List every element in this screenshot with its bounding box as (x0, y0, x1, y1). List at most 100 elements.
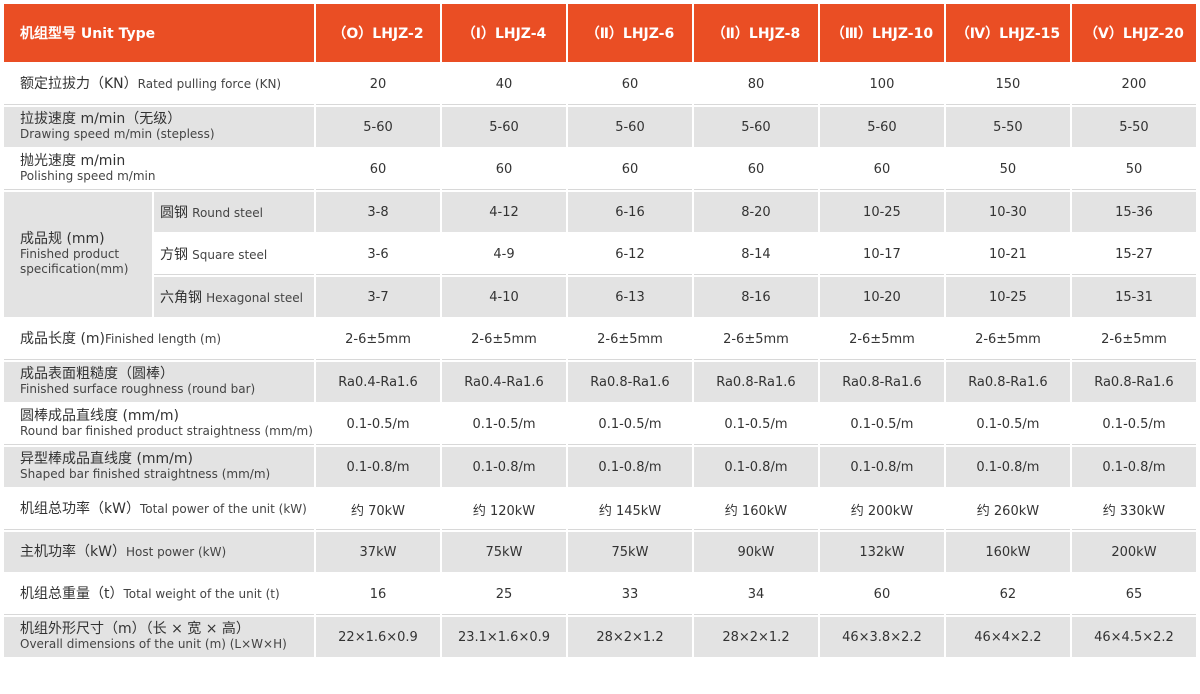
label-zh: 成品表面粗糙度（圆棒） (20, 366, 174, 382)
row-dimensions: 机组外形尺寸（m）（长 × 宽 × 高） Overall dimensions o… (4, 617, 1196, 657)
label-zh: 方钢 (160, 247, 188, 263)
label-en: Overall dimensions of the unit (m) (L×W×… (20, 637, 287, 651)
value-cell: 46×4.5×2.2 (1071, 617, 1196, 657)
row-drawing-speed: 拉拔速度 m/min（无级） Drawing speed m/min (stepl… (4, 107, 1196, 147)
value-cell: 约 200kW (819, 489, 944, 530)
row-label: 成品长度 (m)Finished length (m) (4, 319, 315, 360)
value-cell: 约 70kW (316, 489, 440, 530)
value-cell: 65 (1071, 574, 1196, 615)
row-label: 额定拉拔力（KN）Rated pulling force (KN) (4, 64, 315, 105)
value-cell: 5-60 (316, 107, 440, 147)
row-label: 拉拔速度 m/min（无级） Drawing speed m/min (stepl… (4, 107, 315, 147)
value-cell: 0.1-0.5/m (1071, 404, 1196, 445)
label-zh: 异型棒成品直线度 (mm/m) (20, 451, 194, 467)
value-cell: 200 (1071, 64, 1196, 105)
header-model: （Ⅲ）LHJZ-10 (819, 4, 944, 62)
value-cell: 10-17 (819, 234, 944, 275)
value-cell: 15-36 (1071, 192, 1196, 232)
value-cell: 46×4×2.2 (945, 617, 1070, 657)
value-cell: 2-6±5mm (819, 319, 944, 360)
label-en: Host power (kW) (125, 544, 227, 559)
value-cell: 37kW (316, 532, 440, 572)
value-cell: 0.1-0.5/m (442, 404, 566, 445)
label-zh: 主机功率（kW） (20, 543, 126, 560)
row-round-straightness: 圆棒成品直线度 (mm/m) Round bar finished product… (4, 404, 1196, 445)
value-cell: 200kW (1071, 532, 1196, 572)
label-en: Finished surface roughness (round bar) (20, 382, 256, 396)
label-zh: 圆钢 (160, 205, 188, 221)
value-cell: Ra0.8-Ra1.6 (819, 362, 944, 402)
value-cell: 33 (567, 574, 692, 615)
header-unit-type: 机组型号 Unit Type (4, 4, 315, 62)
header-model: （Ⅱ）LHJZ-8 (693, 4, 818, 62)
label-en: Rated pulling force (KN) (137, 76, 282, 91)
value-cell: 约 330kW (1071, 489, 1196, 530)
label-en: Shaped bar finished straightness (mm/m) (20, 467, 271, 481)
row-label: 机组总功率（kW）Total power of the unit (kW) (4, 489, 315, 530)
value-cell: 0.1-0.5/m (945, 404, 1070, 445)
sub-label-round: 圆钢 Round steel (154, 192, 315, 232)
value-cell: 60 (819, 574, 944, 615)
row-length: 成品长度 (m)Finished length (m) 2-6±5mm 2-6±5… (4, 319, 1196, 360)
value-cell: 150 (945, 64, 1070, 105)
value-cell: 2-6±5mm (1071, 319, 1196, 360)
value-cell: 60 (693, 149, 818, 190)
value-cell: 60 (442, 149, 566, 190)
label-zh: 机组外形尺寸（m）（长 × 宽 × 高） (20, 621, 250, 637)
row-roughness: 成品表面粗糙度（圆棒） Finished surface roughness (r… (4, 362, 1196, 402)
value-cell: 4-12 (442, 192, 566, 232)
value-cell: 15-27 (1071, 234, 1196, 275)
label-en: Finished length (m) (105, 331, 222, 346)
value-cell: 5-60 (693, 107, 818, 147)
value-cell: Ra0.4-Ra1.6 (316, 362, 440, 402)
value-cell: 60 (316, 149, 440, 190)
value-cell: 40 (442, 64, 566, 105)
value-cell: 5-50 (945, 107, 1070, 147)
sub-label-hex: 六角钢 Hexagonal steel (154, 277, 315, 317)
label-zh: 机组总功率（kW） (20, 500, 140, 517)
value-cell: 约 120kW (442, 489, 566, 530)
row-label: 异型棒成品直线度 (mm/m) Shaped bar finished strai… (4, 447, 315, 487)
value-cell: 0.1-0.5/m (316, 404, 440, 445)
value-cell: 5-50 (1071, 107, 1196, 147)
label-en: Drawing speed m/min (stepless) (20, 127, 215, 141)
label-en: Round steel (192, 206, 263, 220)
value-cell: 62 (945, 574, 1070, 615)
row-label: 抛光速度 m/min Polishing speed m/min (4, 149, 315, 190)
row-total-power: 机组总功率（kW）Total power of the unit (kW) 约 … (4, 489, 1196, 530)
value-cell: 6-16 (567, 192, 692, 232)
value-cell: 10-25 (945, 277, 1070, 317)
header-model: （Ⅴ）LHJZ-20 (1071, 4, 1196, 62)
header-row: 机组型号 Unit Type （O）LHJZ-2 （Ⅰ）LHJZ-4 （Ⅱ）LH… (4, 4, 1196, 62)
value-cell: 0.1-0.5/m (693, 404, 818, 445)
value-cell: 80 (693, 64, 818, 105)
value-cell: 16 (316, 574, 440, 615)
spec-table: 机组型号 Unit Type （O）LHJZ-2 （Ⅰ）LHJZ-4 （Ⅱ）LH… (2, 2, 1198, 659)
row-polishing-speed: 抛光速度 m/min Polishing speed m/min 60 60 60 60… (4, 149, 1196, 190)
value-cell: 4-9 (442, 234, 566, 275)
spec-group-label: 成品规 (mm) Finished product specification(m… (4, 192, 152, 317)
value-cell: 28×2×1.2 (693, 617, 818, 657)
value-cell: 8-14 (693, 234, 818, 275)
label-en: Total power of the unit (kW) (139, 501, 307, 516)
value-cell: 0.1-0.8/m (945, 447, 1070, 487)
label-zh: 拉拔速度 m/min（无级） (20, 111, 182, 127)
value-cell: 约 160kW (693, 489, 818, 530)
label-zh: 圆棒成品直线度 (mm/m) (20, 408, 180, 424)
label-zh: 成品规 (mm) (20, 231, 105, 247)
value-cell: 0.1-0.8/m (316, 447, 440, 487)
value-cell: 2-6±5mm (316, 319, 440, 360)
value-cell: 约 145kW (567, 489, 692, 530)
value-cell: 6-13 (567, 277, 692, 317)
value-cell: 2-6±5mm (567, 319, 692, 360)
value-cell: Ra0.8-Ra1.6 (945, 362, 1070, 402)
label-zh: 六角钢 (160, 290, 202, 306)
value-cell: 20 (316, 64, 440, 105)
value-cell: 8-20 (693, 192, 818, 232)
value-cell: 4-10 (442, 277, 566, 317)
value-cell: 50 (1071, 149, 1196, 190)
row-rated-force: 额定拉拔力（KN）Rated pulling force (KN) 20 40 60… (4, 64, 1196, 105)
value-cell: Ra0.8-Ra1.6 (693, 362, 818, 402)
value-cell: Ra0.8-Ra1.6 (1071, 362, 1196, 402)
value-cell: 2-6±5mm (945, 319, 1070, 360)
